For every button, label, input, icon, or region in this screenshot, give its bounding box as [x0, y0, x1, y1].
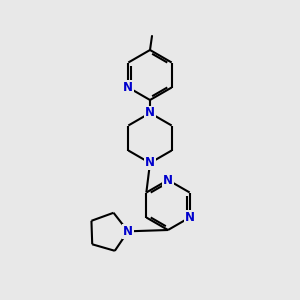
Text: N: N	[145, 157, 155, 169]
Text: N: N	[163, 173, 173, 187]
Text: N: N	[185, 211, 195, 224]
Text: N: N	[123, 81, 133, 94]
Text: N: N	[145, 106, 155, 119]
Text: N: N	[123, 225, 133, 238]
